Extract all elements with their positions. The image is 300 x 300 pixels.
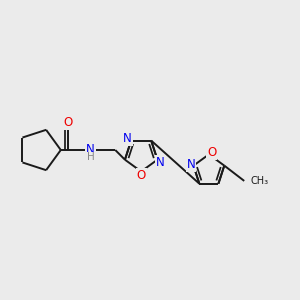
- Text: N: N: [86, 143, 95, 157]
- Text: N: N: [156, 155, 165, 169]
- Text: O: O: [136, 169, 146, 182]
- Text: O: O: [64, 116, 73, 129]
- Text: N: N: [187, 158, 196, 171]
- Text: H: H: [87, 152, 95, 162]
- Text: N: N: [123, 132, 132, 145]
- Text: O: O: [207, 146, 217, 159]
- Text: CH₃: CH₃: [250, 176, 268, 186]
